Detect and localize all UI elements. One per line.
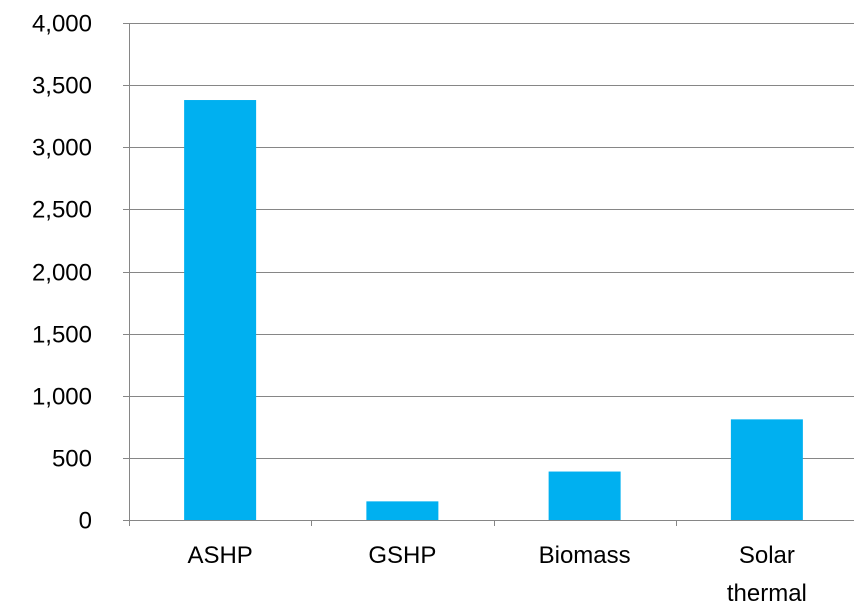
x-tick-label: GSHP <box>368 542 436 569</box>
x-tick-labels: ASHP GSHP Biomass Solar thermal <box>187 542 806 607</box>
y-tick-label: 4,000 <box>32 11 92 38</box>
x-tick-label: thermal <box>727 580 807 607</box>
y-tick-labels: 0 500 1,000 1,500 2,000 2,500 3,000 3,500 4,000 <box>32 11 92 535</box>
y-tick-label: 3,500 <box>32 73 92 100</box>
bar-solar-thermal <box>730 419 803 520</box>
bar-gshp <box>366 501 439 520</box>
bars <box>184 100 803 520</box>
bar-biomass <box>548 471 621 520</box>
y-tick-label: 2,000 <box>32 260 92 287</box>
y-tick-label: 1,000 <box>32 384 92 411</box>
x-tick-label: Biomass <box>539 542 631 569</box>
y-tick-label: 1,500 <box>32 322 92 349</box>
x-tick-label: Solar <box>739 542 795 569</box>
y-tick-label: 0 <box>79 508 92 535</box>
y-tick-label: 3,000 <box>32 135 92 162</box>
y-tick-label: 2,500 <box>32 197 92 224</box>
x-tick-label: ASHP <box>187 542 252 569</box>
y-tick-label: 500 <box>52 446 92 473</box>
bar-ashp <box>184 100 257 520</box>
axes <box>123 23 854 526</box>
